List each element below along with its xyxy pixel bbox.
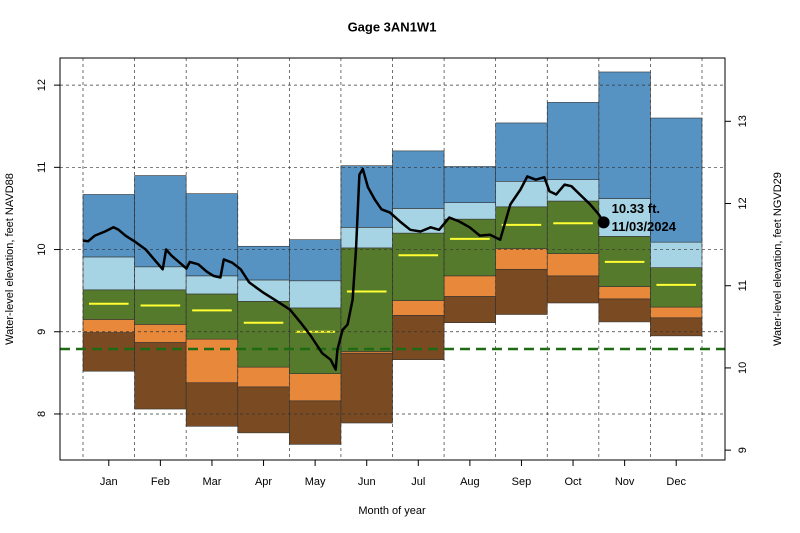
band (546, 179, 600, 202)
band (443, 166, 496, 203)
point-date: 11/03/2024 (612, 219, 677, 234)
x-tick-label: Jul (411, 476, 425, 488)
band (237, 386, 290, 434)
band (134, 324, 187, 343)
band (650, 317, 703, 337)
band (598, 71, 651, 199)
band (546, 102, 600, 180)
band (392, 300, 445, 316)
band (443, 275, 496, 297)
band (495, 122, 548, 182)
band (495, 268, 548, 315)
y2-tick-label: 13 (737, 115, 749, 127)
y2-tick-label: 10 (737, 362, 749, 374)
band (289, 239, 342, 282)
band (392, 150, 445, 209)
y-tick-label: 9 (36, 329, 48, 335)
band (185, 382, 239, 427)
x-tick-label: Oct (564, 476, 581, 488)
x-tick-label: Aug (460, 476, 480, 488)
band (134, 266, 187, 291)
band (289, 400, 342, 445)
current-point (597, 216, 610, 229)
band (546, 275, 600, 304)
y2-axis-label: Water-level elevation, feet NGVD29 (772, 172, 784, 346)
x-tick-label: Nov (615, 476, 635, 488)
band (185, 338, 239, 384)
y2-tick-label: 11 (737, 280, 749, 291)
y2-tick-label: 9 (737, 447, 749, 453)
y-tick-label: 8 (36, 411, 48, 417)
x-tick-label: Dec (666, 476, 686, 488)
band (289, 373, 342, 402)
band (598, 198, 651, 237)
band (289, 280, 342, 309)
band (134, 342, 187, 410)
band (185, 293, 239, 340)
y-axis-label: Water-level elevation, feet NAVD88 (4, 173, 16, 345)
band (495, 248, 548, 270)
band (340, 247, 393, 352)
x-axis-label: Month of year (358, 505, 426, 517)
band (82, 256, 135, 291)
band (237, 366, 290, 388)
band (546, 253, 600, 277)
y-tick-label: 11 (36, 162, 48, 173)
band (185, 275, 239, 295)
x-tick-label: Sep (512, 476, 532, 488)
x-tick-label: Apr (255, 476, 272, 488)
band (443, 202, 496, 220)
band (443, 296, 496, 324)
water-level-line (82, 167, 605, 371)
point-label: 10.33 ft. (612, 201, 660, 216)
chart-title: Gage 3AN1W1 (348, 19, 437, 34)
band (82, 194, 135, 258)
band (650, 306, 703, 319)
x-tick-label: Mar (202, 476, 221, 488)
band (650, 267, 703, 308)
band (134, 175, 187, 268)
band (134, 289, 187, 325)
band (598, 286, 651, 300)
band (237, 279, 290, 302)
band (340, 352, 393, 424)
band (237, 301, 290, 368)
plot-frame (59, 57, 726, 461)
band (650, 241, 703, 268)
x-tick-label: Feb (151, 476, 170, 488)
x-tick-label: May (305, 476, 326, 488)
band (650, 117, 703, 243)
band (340, 165, 393, 228)
band (598, 298, 651, 323)
band (340, 227, 393, 249)
x-tick-label: Jan (100, 476, 118, 488)
y-tick-label: 12 (36, 79, 48, 91)
band (82, 319, 135, 333)
band (82, 332, 135, 372)
y-tick-label: 10 (36, 243, 48, 255)
band (546, 200, 600, 254)
y2-tick-label: 12 (737, 197, 749, 209)
x-tick-label: Jun (358, 476, 376, 488)
band (237, 245, 290, 281)
band (392, 315, 445, 361)
band (392, 232, 445, 301)
